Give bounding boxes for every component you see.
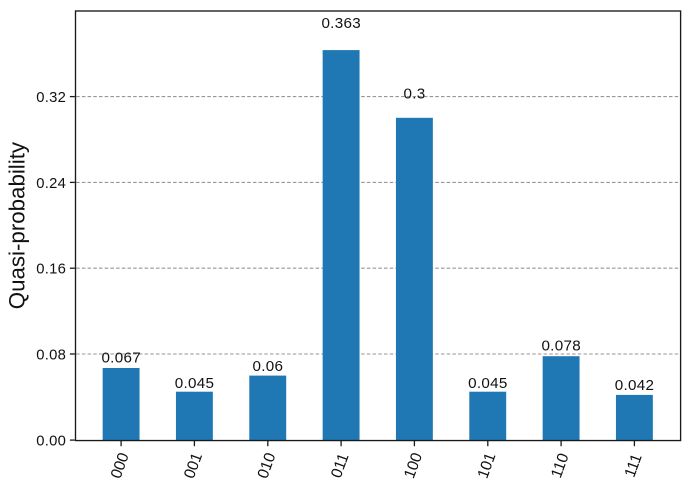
- svg-text:0.042: 0.042: [615, 377, 655, 394]
- svg-text:0.32: 0.32: [36, 90, 66, 106]
- svg-text:0.06: 0.06: [253, 358, 284, 375]
- svg-text:Quasi-probability: Quasi-probability: [5, 141, 30, 309]
- svg-text:0.045: 0.045: [468, 375, 508, 392]
- svg-text:0.363: 0.363: [321, 15, 361, 32]
- svg-text:0.3: 0.3: [403, 86, 425, 103]
- svg-text:0.24: 0.24: [36, 176, 66, 192]
- svg-text:0.16: 0.16: [36, 262, 66, 278]
- svg-text:0.067: 0.067: [101, 350, 141, 367]
- svg-text:0.00: 0.00: [36, 433, 66, 449]
- svg-text:0.08: 0.08: [36, 347, 66, 363]
- svg-text:0.045: 0.045: [175, 375, 215, 392]
- svg-text:0.078: 0.078: [541, 338, 581, 355]
